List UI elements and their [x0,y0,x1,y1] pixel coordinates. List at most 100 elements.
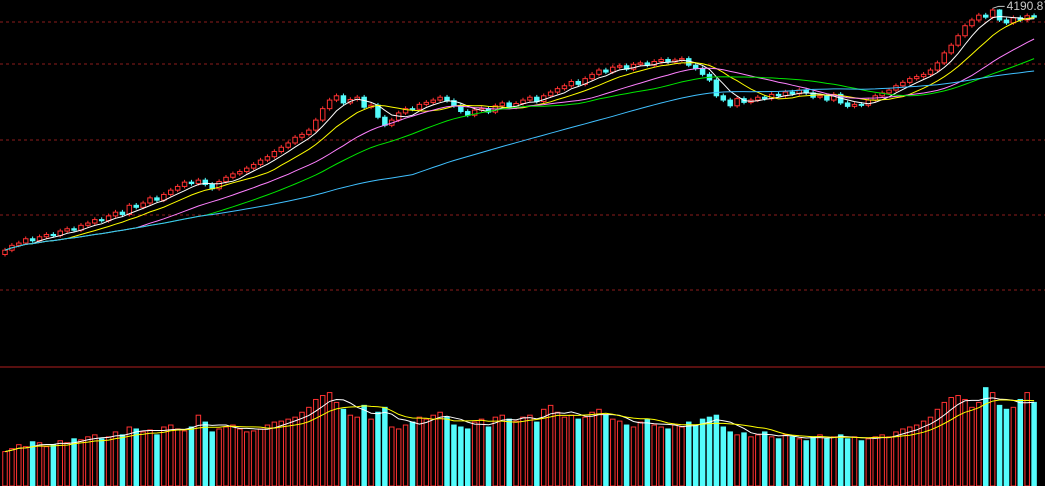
volume-bar [492,416,499,486]
candle-body [92,219,98,224]
candle-body [98,219,105,222]
volume-bar [775,438,782,486]
volume-bar [658,426,664,486]
candle-body [692,64,699,70]
candle-body [637,62,644,65]
volume-bar [326,392,333,486]
volume-bar [768,436,775,486]
candle-body [713,79,720,97]
candle-body [382,116,388,126]
candle-body [264,156,271,161]
candle-body [920,73,927,78]
volume-bar [789,436,796,486]
candle-body [761,96,768,100]
candle-body [927,69,934,75]
candle-body [817,95,823,98]
volume-bar [782,434,789,486]
volume-bar [354,416,360,486]
candle-body [568,80,575,87]
volume-bar [499,414,506,486]
volume-bar [313,398,319,486]
candle-body [271,151,278,158]
candle-body [140,202,146,208]
candle-body [2,249,8,255]
volume-bar [616,420,623,486]
candle-body [699,68,706,75]
volume-bar [161,426,167,486]
candle-body [16,242,22,246]
volume-bar [554,411,561,486]
volume-bar [57,440,63,486]
volume-bar [506,418,512,486]
candle-body [824,95,830,101]
candle-body [299,133,305,138]
volume-bar [837,434,844,486]
volume-bar [223,426,229,486]
volume-bar [561,416,568,486]
volume-bar [886,436,892,486]
volume-bar [395,428,402,486]
candle-body [181,181,188,187]
volume-bar [976,401,982,486]
candle-body [361,96,367,108]
volume-bar [50,444,57,486]
candle-body [437,96,443,101]
volume-bar [181,430,188,486]
candle-body [126,204,133,215]
volume-bar [368,418,374,486]
volume-bar [299,411,305,486]
volume-bar [589,411,595,486]
candle-body [85,222,91,226]
volume-bar [637,421,644,486]
volume-bar [610,418,616,486]
candle-body [651,60,657,66]
candle-body [610,66,616,73]
volume-bar [98,438,105,486]
volume-bar [9,448,15,486]
volume-bar [409,421,416,486]
candle-body [340,95,347,104]
candle-body [983,14,989,18]
candle-body [50,233,57,237]
volume-bar [174,428,181,486]
candle-body [720,95,727,101]
candle-body [216,181,222,190]
volume-bar [527,414,533,486]
volume-bar [996,404,1003,486]
volume-bar [285,418,291,486]
moving-average [4,17,1035,251]
volume-bar [568,414,575,486]
volume-bar [603,414,609,486]
volume-bar [803,440,809,486]
volume-bar [706,416,713,486]
candle-body [858,103,865,106]
volume-bar [920,420,927,486]
volume-bar [319,395,326,486]
candle-body [471,109,478,116]
candle-body [527,96,533,101]
volume-bar [686,421,692,486]
volume-bar [451,424,457,486]
candle-body [326,99,333,110]
volume-bar [1010,406,1017,486]
volume-bar [983,387,989,486]
volume-bar [43,446,50,486]
volume-bar [168,424,174,486]
candle-body [996,9,1003,21]
volume-bar [748,436,754,486]
volume-bar [927,416,934,486]
volume-bar [520,416,526,486]
volume-bar [796,438,803,486]
candle-body [154,197,160,201]
volume-bar [264,424,271,486]
candle-body [465,111,471,116]
candle-body [444,96,450,102]
volume-bar [962,398,968,486]
volume-bar [824,438,830,486]
volume-bar [209,431,215,486]
candle-body [243,167,250,173]
volume-bar [969,406,975,486]
candle-body [22,238,29,244]
volume-moving-average [4,399,1035,453]
candle-body [955,35,961,46]
